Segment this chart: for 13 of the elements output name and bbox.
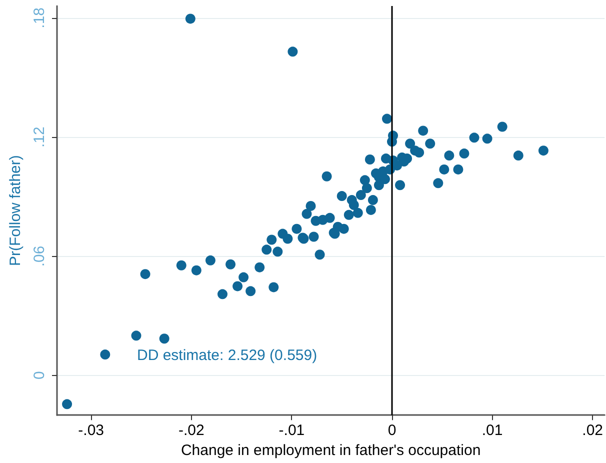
x-tick-label: .01	[482, 422, 503, 440]
x-tick-label: -.03	[78, 422, 104, 440]
x-tick-label: -.02	[178, 422, 204, 440]
y-tick-label: .18	[31, 7, 48, 28]
annotation: DD estimate: 2.529 (0.559)	[137, 347, 318, 364]
x-tick-label: 0	[388, 422, 396, 440]
x-tick-label: -.01	[278, 422, 305, 440]
y-tick-label: .12	[31, 126, 48, 148]
y-tick-label: .06	[31, 246, 48, 267]
x-axis-title: Change in employment in father's occupation	[180, 442, 481, 459]
y-axis-title: Pr(Follow father)	[7, 155, 24, 266]
x-tick-label: .02	[582, 422, 604, 440]
y-tick-label: 0	[31, 371, 48, 380]
